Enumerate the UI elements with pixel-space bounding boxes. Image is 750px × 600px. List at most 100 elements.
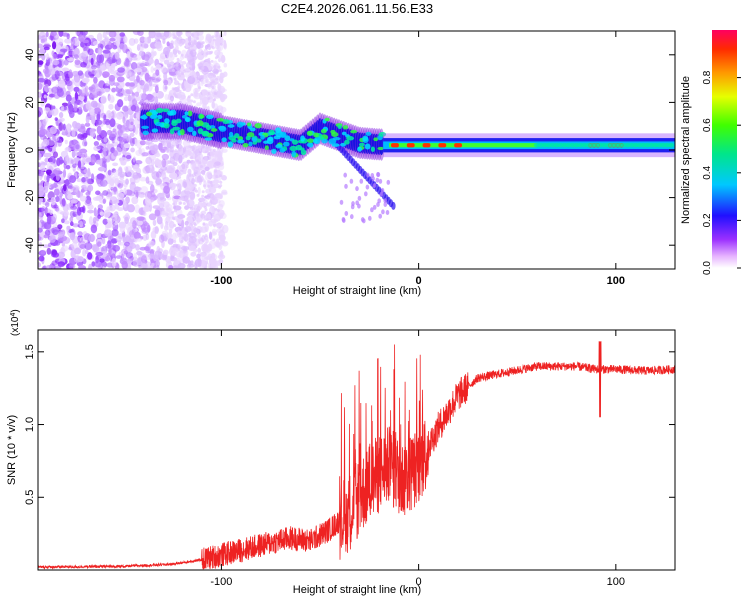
noise-speck — [211, 197, 215, 201]
noise-blob — [104, 229, 113, 237]
noise-blob — [77, 231, 83, 237]
noise-blob — [203, 198, 208, 208]
noise-blob — [74, 59, 81, 66]
noise-blob — [173, 39, 181, 47]
noise-blob — [178, 91, 186, 101]
noise-speck — [207, 184, 211, 188]
noise-speck — [207, 97, 211, 100]
noise-blob — [107, 169, 112, 176]
noise-blob — [132, 260, 139, 267]
noise-blob — [54, 117, 58, 121]
noise-blob — [51, 41, 57, 50]
noise-blob — [163, 59, 170, 65]
noise-speck — [174, 54, 178, 58]
noise-blob — [120, 253, 124, 262]
line-hot-segment — [422, 143, 431, 148]
noise-blob — [99, 211, 105, 216]
noise-blob — [74, 91, 79, 101]
noise-blob — [131, 196, 139, 205]
noise-blob — [38, 169, 45, 177]
noise-blob — [111, 257, 116, 267]
noise-blob — [183, 181, 187, 188]
signal-tail — [344, 211, 349, 216]
noise-blob — [128, 100, 133, 107]
noise-speck — [186, 200, 189, 204]
noise-speck — [190, 99, 194, 103]
noise-blob — [135, 244, 140, 251]
noise-blob — [133, 38, 139, 44]
noise-blob — [172, 189, 180, 196]
noise-blob — [63, 210, 69, 217]
snr-panel: -100 0 100 0.5 1.0 1.5 (x104) Height of strai… — [6, 309, 676, 596]
noise-blob — [192, 160, 196, 170]
noise-blob — [77, 70, 84, 76]
noise-blob — [200, 210, 207, 215]
noise-blob — [77, 160, 82, 169]
noise-blob — [85, 157, 93, 163]
noise-blob — [122, 133, 129, 139]
noise-speck — [213, 67, 217, 71]
noise-blob — [139, 176, 147, 182]
noise-speck — [174, 157, 178, 161]
signal-hot-blob — [210, 128, 218, 132]
noise-blob — [112, 128, 117, 133]
noise-blob — [63, 59, 69, 66]
noise-speck — [196, 36, 200, 40]
noise-speck — [179, 145, 183, 149]
noise-blob — [126, 51, 131, 59]
noise-speck — [170, 167, 174, 171]
noise-speck — [204, 234, 208, 238]
signal-hot-blob — [254, 123, 262, 129]
noise-blob — [167, 164, 175, 173]
noise-blob — [129, 138, 135, 147]
noise-blob — [121, 260, 128, 269]
noise-blob — [40, 250, 46, 255]
noise-blob — [64, 139, 68, 145]
signal-hot-blob — [321, 138, 328, 144]
noise-blob — [142, 166, 150, 174]
noise-blob — [88, 234, 96, 242]
signal-hot-blob — [283, 141, 290, 147]
noise-speck — [214, 92, 218, 96]
signal-tail — [359, 178, 364, 184]
signal-hot-blob — [378, 131, 387, 137]
noise-blob — [196, 102, 202, 107]
noise-blob — [123, 187, 127, 195]
noise-blob — [110, 111, 115, 119]
noise-speck — [173, 240, 177, 243]
noise-blob — [128, 37, 136, 46]
noise-blob — [102, 49, 111, 54]
noise-blob — [130, 234, 135, 240]
noise-blob — [98, 80, 106, 89]
noise-blob — [73, 255, 81, 263]
signal-hot-blob — [255, 138, 262, 143]
noise-speck — [174, 94, 178, 98]
noise-blob — [198, 197, 206, 202]
noise-blob — [146, 164, 155, 174]
noise-speck — [187, 58, 191, 61]
noise-blob — [170, 182, 174, 187]
noise-blob — [188, 148, 192, 156]
noise-blob — [103, 136, 108, 143]
noise-blob — [65, 80, 73, 87]
noise-speck — [179, 201, 183, 205]
noise-speck — [208, 51, 212, 55]
noise-blob — [42, 68, 50, 74]
noise-blob — [181, 219, 185, 229]
noise-blob — [108, 204, 116, 212]
signal-hot-blob — [142, 130, 149, 136]
noise-blob — [162, 38, 166, 45]
noise-blob — [80, 41, 85, 48]
noise-blob — [162, 249, 169, 256]
noise-speck — [189, 56, 193, 60]
noise-blob — [93, 107, 102, 115]
noise-blob — [100, 103, 105, 112]
noise-blob — [155, 69, 160, 77]
noise-speck — [190, 207, 193, 211]
colorbar-tick-label: 0.0 — [702, 261, 713, 275]
noise-speck — [187, 46, 191, 50]
noise-blob — [108, 74, 116, 82]
noise-blob — [123, 143, 131, 149]
noise-blob — [108, 44, 114, 49]
noise-blob — [114, 51, 120, 60]
